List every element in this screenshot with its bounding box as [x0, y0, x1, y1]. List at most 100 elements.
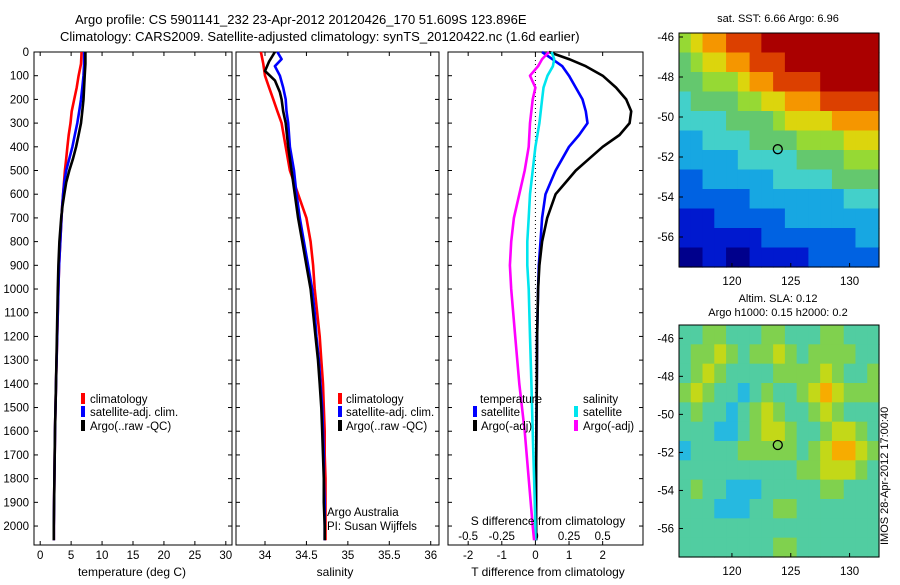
- map-cell: [831, 111, 845, 132]
- s-tick-label: 0.25: [558, 531, 580, 543]
- map-cell: [714, 208, 727, 229]
- map-cell: [831, 189, 845, 210]
- map-cell: [737, 499, 751, 519]
- depth-tick-label: 300: [10, 118, 29, 130]
- s-tick-label: -0.25: [489, 531, 515, 543]
- depth-tick-label: 0: [23, 47, 29, 59]
- map-cell: [749, 111, 762, 132]
- map-cell: [796, 33, 810, 54]
- map-cell: [679, 460, 692, 481]
- map-cell: [784, 421, 798, 442]
- map-cell: [784, 499, 798, 519]
- map-cell: [690, 325, 704, 345]
- map-cell: [784, 150, 798, 171]
- s-tick-label: 0.5: [595, 531, 611, 543]
- map-cell: [855, 518, 868, 539]
- map-cell: [726, 421, 739, 442]
- map-cell: [714, 52, 727, 73]
- map-cell: [784, 460, 798, 481]
- map-cell: [749, 421, 762, 442]
- map-cell: [867, 33, 880, 54]
- map-cell: [773, 52, 786, 73]
- map-cell: [867, 518, 880, 539]
- map-cell: [831, 325, 845, 345]
- map-cell: [737, 402, 751, 423]
- annotation-pi: PI: Susan Wijffels: [327, 521, 417, 533]
- lon-tick-label: 130: [840, 276, 859, 288]
- map-cell: [679, 111, 692, 132]
- difference-legend: temperature salinity satellite Argo(-adj…: [473, 394, 634, 433]
- map-cell: [820, 247, 833, 268]
- map-cell: [784, 441, 798, 461]
- map-cell: [702, 363, 715, 384]
- map-cell: [737, 189, 751, 210]
- map-cell: [690, 228, 704, 249]
- map-cell: [808, 518, 821, 539]
- argo-position-marker: [772, 144, 783, 155]
- map-cell: [690, 169, 704, 190]
- map-cell: [796, 383, 810, 403]
- map-cell: [773, 537, 786, 558]
- map-cell: [808, 130, 821, 151]
- map-cell: [784, 208, 798, 229]
- map-cell: [679, 247, 692, 268]
- map-cell: [808, 383, 821, 403]
- map-cell: [761, 441, 774, 461]
- salinity-panel: 34 34.5 35 35.5 36: [235, 51, 440, 562]
- map-cell: [726, 111, 739, 132]
- map-cell: [726, 537, 739, 558]
- map-cell: [843, 441, 857, 461]
- map-cell: [737, 518, 751, 539]
- map-cell: [867, 383, 880, 403]
- map-cell: [726, 402, 739, 423]
- map-cell: [855, 460, 868, 481]
- lon-tick-label: 130: [840, 566, 859, 578]
- map-cell: [784, 402, 798, 423]
- map-cell: [761, 402, 774, 423]
- map-cell: [702, 111, 715, 132]
- map-cell: [843, 363, 857, 384]
- map-cell: [726, 383, 739, 403]
- map-cell: [867, 479, 880, 500]
- map-cell: [867, 169, 880, 190]
- map-cell: [784, 111, 798, 132]
- map-cell: [737, 111, 751, 132]
- map-cell: [761, 499, 774, 519]
- x-tick-label: 35.5: [378, 550, 400, 562]
- map-cell: [726, 247, 739, 268]
- map-cell: [737, 72, 751, 93]
- depth-tick-label: 1900: [3, 497, 29, 509]
- map-cell: [726, 363, 739, 384]
- map-cell: [820, 344, 833, 365]
- map-cell: [690, 363, 704, 384]
- map-cell: [679, 344, 692, 365]
- map-cell: [796, 537, 810, 558]
- map-cell: [773, 421, 786, 442]
- sla-map-subtitle: Argo h1000: 0.15 h2000: 0.2: [708, 307, 847, 319]
- map-cell: [867, 537, 880, 558]
- x-tick-label: 20: [158, 550, 171, 562]
- map-cell: [726, 72, 739, 93]
- map-cell: [714, 499, 727, 519]
- map-cell: [690, 52, 704, 73]
- map-cell: [784, 344, 798, 365]
- map-cell: [843, 72, 857, 93]
- lat-tick-label: -50: [657, 409, 674, 421]
- map-cell: [843, 460, 857, 481]
- depth-tick-label: 1400: [3, 379, 29, 391]
- map-cell: [761, 228, 774, 249]
- map-cell: [737, 479, 751, 500]
- map-cell: [808, 344, 821, 365]
- legend-label: climatology: [90, 394, 148, 406]
- map-cell: [796, 72, 810, 93]
- map-cell: [773, 247, 786, 268]
- map-cell: [820, 130, 833, 151]
- map-cell: [808, 111, 821, 132]
- lat-tick-label: -54: [657, 485, 674, 497]
- map-cell: [714, 111, 727, 132]
- map-cell: [796, 421, 810, 442]
- map-cell: [679, 189, 692, 210]
- map-cell: [773, 91, 786, 112]
- map-cell: [855, 325, 868, 345]
- map-cell: [796, 111, 810, 132]
